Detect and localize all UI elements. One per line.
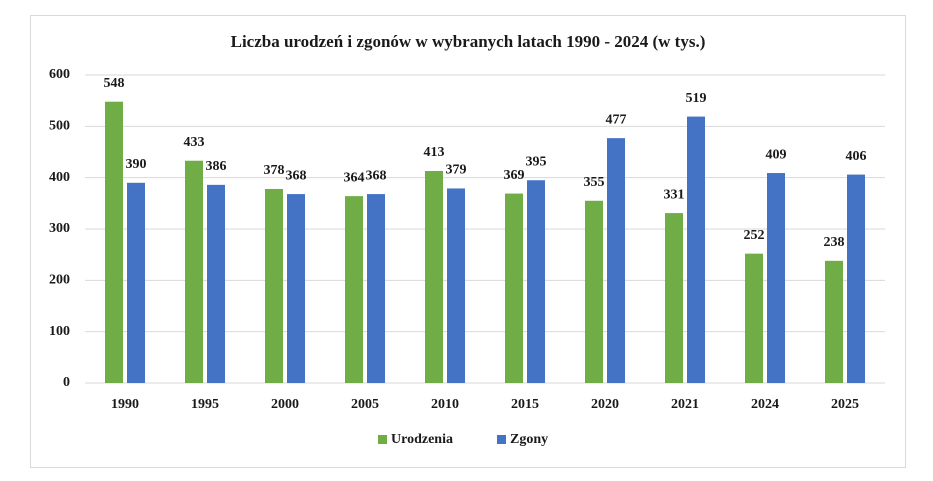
bar <box>127 182 145 383</box>
bar <box>585 200 603 383</box>
data-label: 379 <box>446 163 467 178</box>
data-label: 238 <box>824 235 845 250</box>
bar <box>105 101 123 384</box>
data-label: 368 <box>366 168 387 183</box>
x-tick-label: 2021 <box>671 397 699 412</box>
x-tick-label: 1995 <box>191 397 219 412</box>
x-tick-label: 2010 <box>431 397 459 412</box>
legend-label: Zgony <box>510 432 548 447</box>
data-label: 252 <box>744 228 765 243</box>
x-tick-label: 1990 <box>111 397 139 412</box>
data-label: 386 <box>206 159 227 174</box>
data-label: 433 <box>184 135 205 150</box>
bar <box>425 170 443 383</box>
data-label: 331 <box>664 187 685 202</box>
legend-swatch <box>378 435 387 444</box>
y-tick-label: 200 <box>49 273 70 288</box>
legend-label: Urodzenia <box>391 432 453 447</box>
x-tick-label: 2025 <box>831 397 859 412</box>
bar <box>665 213 683 383</box>
data-label: 369 <box>504 168 525 183</box>
x-tick-label: 2005 <box>351 397 379 412</box>
data-label: 390 <box>126 157 147 172</box>
bar <box>447 188 465 383</box>
bar <box>185 160 203 383</box>
bar <box>367 194 385 383</box>
bar <box>265 188 283 383</box>
data-label: 413 <box>424 145 445 160</box>
bar <box>345 196 363 383</box>
data-label: 477 <box>606 112 627 127</box>
data-label: 519 <box>686 91 707 106</box>
y-tick-label: 0 <box>63 375 70 390</box>
chart-title: Liczba urodzeń i zgonów w wybranych lata… <box>231 32 706 51</box>
bar <box>607 138 625 383</box>
bar <box>287 194 305 383</box>
data-label: 409 <box>766 147 787 162</box>
x-tick-label: 2000 <box>271 397 299 412</box>
y-tick-label: 600 <box>49 67 70 82</box>
bar <box>505 193 523 383</box>
chart-frame <box>30 15 906 468</box>
data-label: 395 <box>526 154 547 169</box>
data-label: 548 <box>104 76 125 91</box>
bar <box>207 184 225 383</box>
y-tick-label: 100 <box>49 324 70 339</box>
y-tick-label: 300 <box>49 221 70 236</box>
bar <box>745 253 763 383</box>
data-label: 368 <box>286 168 307 183</box>
x-tick-label: 2020 <box>591 397 619 412</box>
bar <box>767 173 785 383</box>
x-tick-label: 2015 <box>511 397 539 412</box>
y-tick-label: 500 <box>49 119 70 134</box>
bar <box>527 180 545 383</box>
data-label: 406 <box>846 149 867 164</box>
y-tick-label: 400 <box>49 170 70 185</box>
data-label: 378 <box>264 163 285 178</box>
data-label: 364 <box>344 170 365 185</box>
bar <box>687 116 705 383</box>
legend-swatch <box>497 435 506 444</box>
bar <box>847 174 865 383</box>
data-label: 355 <box>584 175 605 190</box>
bar <box>825 260 843 383</box>
x-tick-label: 2024 <box>751 397 779 412</box>
